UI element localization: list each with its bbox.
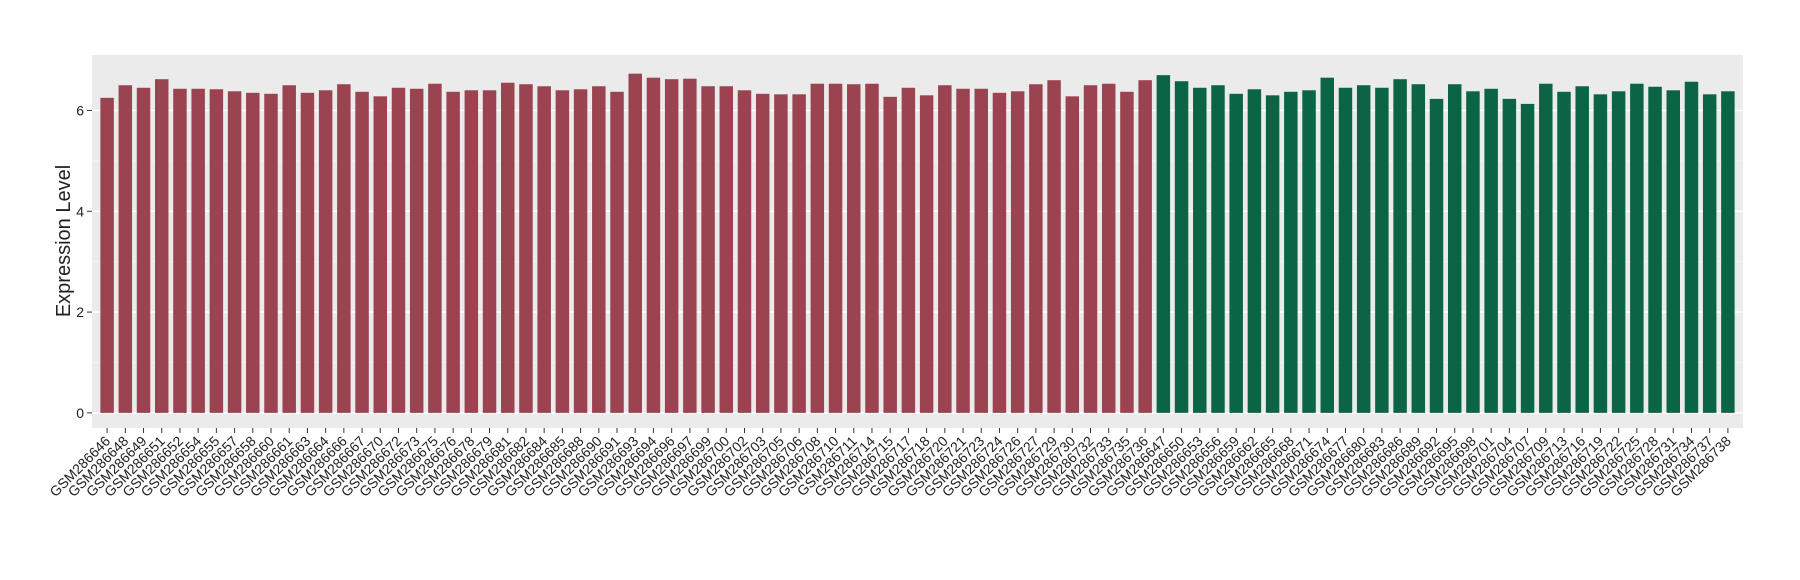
- bar: [610, 91, 624, 413]
- bar: [409, 88, 424, 413]
- bar: [1702, 94, 1717, 413]
- bar: [847, 84, 861, 413]
- bar: [264, 93, 278, 413]
- bar: [1010, 91, 1025, 413]
- bar: [227, 91, 242, 413]
- bar: [592, 86, 606, 413]
- bar: [1721, 91, 1735, 413]
- bar: [1429, 98, 1444, 413]
- bar: [974, 88, 988, 413]
- bar: [1101, 83, 1116, 413]
- bar: [1648, 86, 1662, 413]
- bar: [373, 96, 388, 413]
- bar: [1047, 80, 1061, 413]
- y-tick-label: 2: [76, 304, 84, 320]
- bar: [464, 90, 479, 413]
- bar: [1265, 95, 1280, 413]
- bar: [1193, 87, 1207, 413]
- bar: [1502, 98, 1517, 413]
- bar: [683, 78, 697, 413]
- bar: [1284, 91, 1298, 413]
- bar: [155, 79, 169, 413]
- bar: [136, 87, 151, 413]
- bar: [1302, 90, 1316, 413]
- bar: [1684, 81, 1699, 413]
- bar: [737, 90, 752, 413]
- bar: [555, 90, 570, 413]
- bar: [501, 82, 515, 413]
- bar: [828, 83, 843, 413]
- bar: [1338, 87, 1353, 413]
- bar: [355, 91, 369, 413]
- bar: [100, 97, 114, 413]
- bar: [628, 73, 642, 413]
- bar: [428, 83, 442, 413]
- y-axis-label: Expression Level: [53, 165, 75, 317]
- bar: [701, 86, 715, 413]
- bar: [537, 86, 551, 413]
- bar: [1447, 84, 1462, 413]
- bar: [1575, 86, 1589, 413]
- bar: [719, 86, 734, 413]
- bar: [573, 89, 588, 413]
- bar: [1411, 84, 1426, 413]
- bar: [1557, 91, 1571, 413]
- bar: [1356, 85, 1371, 413]
- bar: [1593, 94, 1608, 413]
- bar: [865, 83, 879, 413]
- bar: [300, 92, 315, 413]
- bar: [282, 85, 296, 413]
- bar: [646, 77, 661, 413]
- bar: [1611, 91, 1626, 413]
- bar: [337, 84, 351, 413]
- bar: [1666, 90, 1680, 413]
- bar: [191, 88, 205, 413]
- bar: [810, 83, 825, 413]
- bar: [1630, 83, 1644, 413]
- bar: [1520, 103, 1535, 413]
- bar: [318, 90, 333, 413]
- bar: [1083, 85, 1098, 413]
- y-tick-label: 4: [76, 203, 84, 219]
- bar: [446, 91, 460, 413]
- bar: [901, 87, 916, 413]
- bar: [519, 84, 533, 413]
- bar: [1393, 79, 1407, 413]
- bar: [209, 89, 224, 413]
- bar: [938, 85, 952, 413]
- y-tick-label: 0: [76, 405, 84, 421]
- bar: [482, 90, 497, 413]
- bar: [664, 79, 679, 413]
- bar: [1174, 81, 1189, 413]
- bar: [1484, 88, 1498, 413]
- bar: [1247, 89, 1262, 413]
- bar: [118, 85, 133, 413]
- bar: [755, 93, 770, 413]
- bar: [956, 88, 970, 413]
- bar: [1229, 93, 1243, 413]
- bar: [1120, 91, 1134, 413]
- bar: [792, 94, 806, 413]
- bar: [1065, 96, 1080, 413]
- bar: [246, 92, 260, 413]
- bar: [1029, 84, 1043, 413]
- bar: [992, 92, 1007, 413]
- bar: [173, 88, 187, 413]
- bar: [1156, 75, 1171, 413]
- bar: [774, 94, 788, 413]
- bar: [1375, 87, 1389, 413]
- bar: [1466, 91, 1480, 413]
- bar: [391, 87, 406, 413]
- bar: [1211, 85, 1225, 413]
- bar: [1320, 77, 1334, 413]
- bar: [883, 96, 897, 413]
- y-tick-label: 6: [76, 102, 84, 118]
- bar: [1539, 83, 1553, 413]
- bar: [1138, 80, 1152, 413]
- bar: [919, 95, 934, 413]
